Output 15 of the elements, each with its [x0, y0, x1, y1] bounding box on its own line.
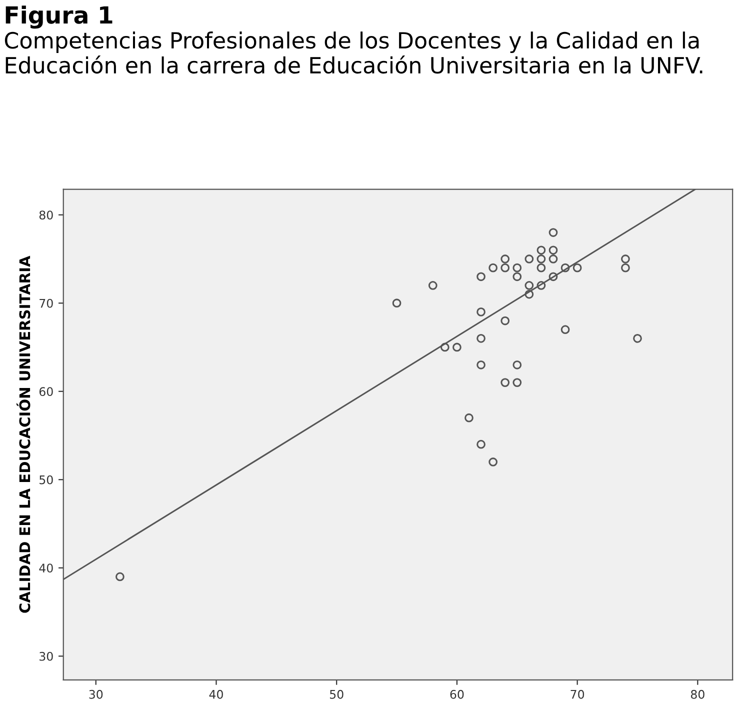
chart-title: Figura 1: [6, 6, 112, 29]
x-tick-label: 40: [209, 690, 223, 699]
x-tick-label: 70: [570, 690, 584, 699]
y-tick-label: 70: [40, 298, 53, 308]
x-tick-label: 30: [89, 690, 103, 699]
x-tick-label: 80: [690, 690, 704, 699]
y-tick-label: 50: [40, 475, 53, 484]
y-axis-title: CALIDAD EN LA EDUCACIÓN UNIVERSITARIA: [16, 256, 30, 613]
y-tick-label: 30: [40, 652, 53, 661]
x-tick-label: 50: [330, 690, 344, 699]
y-tick-label: 80: [39, 210, 53, 220]
chart-subtitle: Competencias Profesionales de los Docentes y la Calidad en la Educación en la carrera de Educación Universitaria en la UNFV.: [4, 32, 702, 74]
y-tick-label: 40: [39, 564, 53, 573]
x-tick-label: 60: [450, 690, 464, 699]
y-tick-label: 60: [39, 387, 53, 396]
